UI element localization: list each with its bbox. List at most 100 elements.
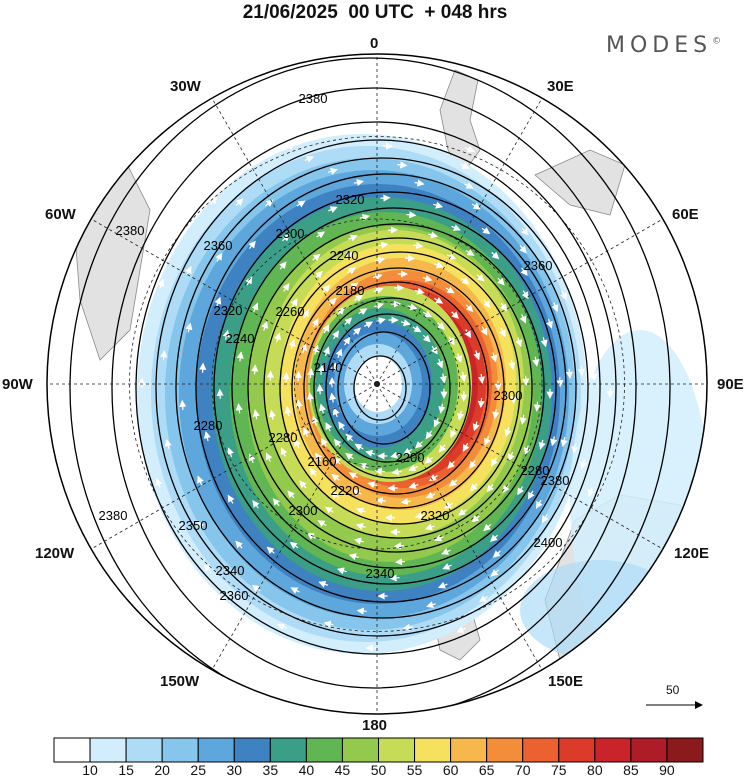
wind-vector (494, 380, 502, 391)
wind-vector (335, 348, 343, 359)
wind-vector (197, 475, 204, 486)
wind-vector (299, 480, 307, 489)
colorbar-cell (630, 737, 668, 763)
wind-vector (315, 270, 323, 279)
wind-vector (380, 194, 391, 202)
wind-vector (333, 438, 342, 448)
contour-line (195, 173, 577, 603)
wind-vector (343, 336, 351, 346)
contour-label: 2260 (276, 304, 305, 319)
colorbar-tick-label: 65 (478, 762, 495, 778)
contour-label: 2160 (308, 454, 337, 469)
wind-vector (235, 198, 244, 206)
wind-vector (522, 375, 530, 386)
wind-vector (307, 367, 315, 379)
wind-vector (296, 200, 306, 208)
wind-vector (490, 534, 498, 543)
wind-vector (455, 353, 463, 363)
colorbar-cell (450, 737, 488, 763)
contour-line (213, 191, 567, 585)
wind-vector (471, 202, 481, 210)
wind-vector (365, 449, 376, 457)
contour-label: 2300 (289, 503, 318, 518)
wind-vector (348, 553, 359, 561)
wind-vector (274, 332, 281, 343)
wind-vector (261, 320, 269, 331)
wind-vector (450, 428, 457, 439)
wind-vector (349, 282, 359, 290)
wind-vector (456, 626, 466, 633)
contour-label: 2350 (179, 518, 208, 533)
contour-line (337, 331, 431, 445)
contour-label: 2360 (220, 588, 249, 603)
wind-vector (484, 436, 491, 446)
contour-label: 2240 (330, 248, 359, 263)
wind-vector (279, 261, 287, 270)
colorbar-cell (269, 737, 307, 763)
wind-vector (469, 460, 477, 469)
wind-vector (353, 537, 364, 545)
wind-vector (565, 368, 574, 380)
wind-vector (438, 403, 446, 414)
wind-vector (214, 296, 222, 307)
lon-label-30e: 30E (547, 78, 574, 95)
colorbar-cell (522, 737, 560, 763)
wind-vector (300, 343, 308, 354)
wind-vector (324, 506, 334, 514)
contour-line (155, 139, 601, 637)
wind-vector (374, 302, 385, 310)
map-title: 21/06/2025 00 UTC + 048 hrs (242, 2, 508, 23)
colorbar-cell (666, 737, 704, 763)
wind-vector (541, 537, 549, 547)
wind-vector (434, 261, 444, 269)
wind-vector (327, 167, 338, 175)
wind-vector (477, 397, 485, 409)
wind-vector (425, 491, 436, 499)
wind-vector (551, 302, 559, 313)
wind-vector (325, 422, 333, 432)
wind-vector (286, 143, 296, 150)
wind-vector (375, 497, 386, 505)
colorbar-tick-label: 60 (442, 762, 459, 778)
wind-vector (497, 277, 505, 286)
contour-label: 2400 (534, 535, 563, 550)
colorbar-tick-label: 85 (623, 762, 639, 778)
wind-vector (209, 196, 218, 205)
wind-vector (458, 508, 467, 516)
wind-vector (437, 581, 448, 589)
wind-vector (580, 459, 588, 470)
wind-vector (541, 514, 549, 524)
wind-vector (439, 373, 447, 384)
latitude-circle (294, 301, 460, 467)
wind-vector (302, 309, 309, 319)
wind-vector (412, 325, 422, 333)
wind-vector (354, 294, 364, 302)
contour-label: 2340 (216, 563, 245, 578)
wind-vector (358, 462, 369, 470)
wind-vector (462, 442, 470, 452)
wind-vector (252, 409, 260, 420)
colorbar-cell (53, 737, 91, 763)
wind-vector (400, 319, 411, 327)
wind-vector (414, 287, 425, 295)
colorbar-cell (125, 737, 163, 763)
colorbar-tick-label: 75 (550, 762, 567, 778)
wind-vector (521, 290, 529, 300)
wind-vector (367, 481, 378, 489)
colorbar-tick-label: 40 (298, 762, 315, 778)
colorbar-cell (341, 737, 380, 763)
wind-vector (317, 364, 325, 375)
wind-vector (533, 401, 541, 412)
contour-line (111, 87, 637, 689)
wind-vector (438, 444, 447, 453)
wind-vector (540, 203, 549, 212)
wind-vector (428, 231, 439, 239)
wind-vector (413, 241, 424, 249)
contour-line (175, 157, 589, 619)
wind-vector (236, 351, 244, 362)
wind-vector (459, 371, 467, 383)
contour-line (231, 207, 557, 569)
lon-label-60e: 60E (672, 206, 699, 223)
wind-vector (436, 358, 444, 369)
